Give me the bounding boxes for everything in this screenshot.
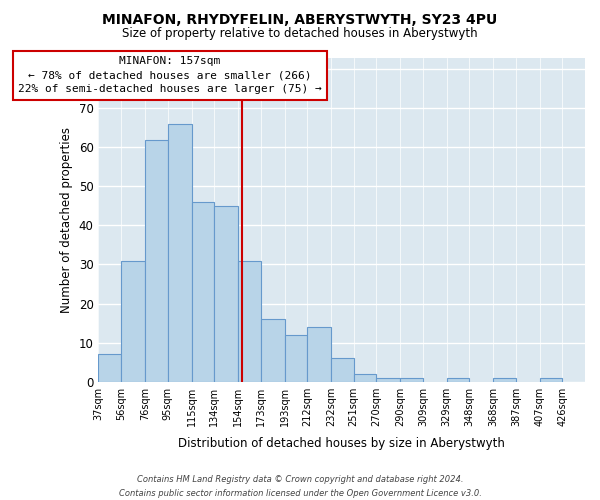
Text: Contains HM Land Registry data © Crown copyright and database right 2024.
Contai: Contains HM Land Registry data © Crown c… (119, 476, 481, 498)
Bar (539, 378, 562, 382)
Bar (446, 378, 469, 382)
Text: MINAFON, RHYDYFELIN, ABERYSTWYTH, SY23 4PU: MINAFON, RHYDYFELIN, ABERYSTWYTH, SY23 4… (103, 12, 497, 26)
Bar (98, 354, 121, 382)
Text: Size of property relative to detached houses in Aberystwyth: Size of property relative to detached ho… (122, 28, 478, 40)
Bar (214, 206, 238, 382)
Bar (376, 378, 400, 382)
Bar (238, 260, 260, 382)
Bar (191, 202, 214, 382)
Bar (121, 260, 145, 382)
Bar (260, 319, 284, 382)
Bar (331, 358, 353, 382)
Bar (353, 374, 376, 382)
Bar (400, 378, 423, 382)
X-axis label: Distribution of detached houses by size in Aberystwyth: Distribution of detached houses by size … (178, 437, 505, 450)
Bar (167, 124, 191, 382)
Bar (307, 327, 331, 382)
Text: MINAFON: 157sqm
← 78% of detached houses are smaller (266)
22% of semi-detached : MINAFON: 157sqm ← 78% of detached houses… (18, 56, 322, 94)
Bar (284, 335, 307, 382)
Bar (145, 140, 167, 382)
Y-axis label: Number of detached properties: Number of detached properties (60, 126, 73, 312)
Bar (493, 378, 516, 382)
